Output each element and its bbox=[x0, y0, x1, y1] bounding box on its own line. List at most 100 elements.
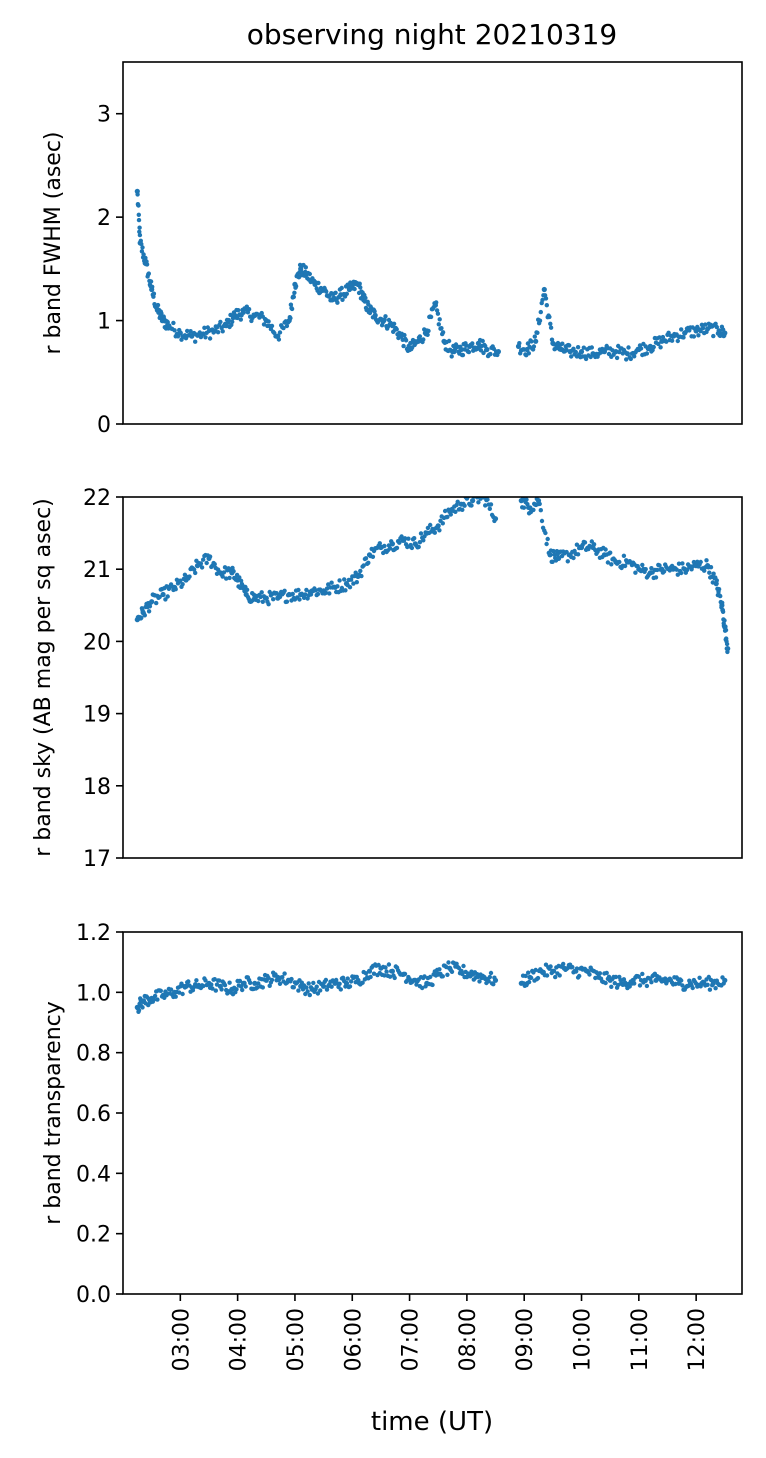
data-point bbox=[547, 314, 552, 320]
data-point bbox=[649, 980, 654, 985]
data-point bbox=[177, 330, 183, 336]
data-point bbox=[679, 327, 684, 332]
data-point bbox=[488, 351, 493, 357]
data-point bbox=[236, 308, 241, 313]
data-point bbox=[213, 988, 218, 993]
data-point bbox=[661, 569, 667, 574]
scatter-points bbox=[134, 497, 731, 655]
data-point bbox=[604, 970, 609, 976]
data-point bbox=[382, 543, 387, 549]
data-point bbox=[307, 271, 312, 277]
data-point bbox=[533, 338, 539, 344]
data-point bbox=[348, 577, 354, 582]
data-point bbox=[574, 966, 580, 971]
data-point bbox=[303, 592, 308, 597]
x-tick-label: 05:00 bbox=[284, 1308, 309, 1371]
data-point bbox=[180, 991, 185, 997]
data-point bbox=[402, 971, 408, 977]
x-axis-label: time (UT) bbox=[371, 1407, 493, 1437]
data-point bbox=[136, 1008, 142, 1013]
data-point bbox=[193, 570, 198, 576]
data-point bbox=[495, 349, 501, 355]
data-point bbox=[296, 587, 301, 593]
panels: 0 1 2 3 r band FWHM (asec) 17 18 19 20 21 22 r band… bbox=[31, 61, 743, 1308]
data-point bbox=[693, 328, 699, 334]
data-point bbox=[256, 598, 261, 604]
data-point bbox=[326, 582, 331, 587]
data-point bbox=[421, 538, 426, 543]
data-point bbox=[545, 536, 550, 542]
data-point bbox=[276, 337, 282, 342]
data-point bbox=[428, 974, 433, 980]
data-point bbox=[347, 585, 353, 590]
data-point bbox=[612, 981, 617, 986]
data-point bbox=[722, 977, 728, 983]
data-point bbox=[348, 979, 354, 984]
data-point bbox=[617, 559, 622, 565]
data-point bbox=[535, 975, 541, 981]
data-point bbox=[711, 333, 716, 339]
data-point bbox=[538, 309, 543, 315]
data-point bbox=[548, 964, 553, 969]
data-point bbox=[324, 586, 330, 591]
data-point bbox=[242, 980, 247, 986]
data-point bbox=[543, 296, 549, 301]
data-point bbox=[583, 356, 589, 362]
data-point bbox=[191, 567, 197, 572]
data-point bbox=[155, 997, 160, 1002]
data-point bbox=[622, 563, 628, 569]
data-point bbox=[577, 973, 582, 979]
x-axis: 03:00 04:00 05:00 06:00 07:00 08:00 09:00 10:00… bbox=[169, 1294, 710, 1371]
data-point bbox=[338, 987, 343, 992]
data-point bbox=[333, 290, 338, 295]
data-point bbox=[384, 969, 389, 974]
data-point bbox=[144, 262, 150, 267]
data-point bbox=[142, 613, 147, 618]
data-point bbox=[399, 534, 404, 539]
data-point bbox=[533, 967, 538, 973]
data-point bbox=[159, 311, 164, 316]
data-point bbox=[231, 569, 236, 574]
data-point bbox=[212, 977, 217, 982]
data-point bbox=[318, 988, 323, 993]
data-point bbox=[484, 346, 490, 353]
data-point bbox=[171, 320, 176, 326]
data-point bbox=[246, 307, 252, 312]
data-point bbox=[361, 563, 366, 568]
data-point bbox=[538, 508, 543, 513]
data-point bbox=[172, 328, 177, 333]
data-point bbox=[691, 334, 697, 339]
data-point bbox=[137, 229, 142, 234]
data-point bbox=[334, 977, 339, 983]
data-point bbox=[387, 974, 393, 979]
data-point bbox=[613, 974, 619, 980]
data-point bbox=[462, 503, 467, 508]
data-point bbox=[608, 550, 613, 555]
data-point bbox=[525, 341, 531, 346]
data-point bbox=[210, 986, 215, 991]
data-point bbox=[707, 570, 712, 575]
data-point bbox=[154, 600, 159, 606]
data-point bbox=[483, 503, 488, 508]
data-point bbox=[702, 568, 707, 573]
data-point bbox=[526, 970, 531, 975]
data-point bbox=[222, 983, 228, 988]
data-point bbox=[445, 972, 450, 977]
data-point bbox=[547, 552, 553, 558]
data-point bbox=[564, 549, 569, 555]
data-point bbox=[217, 978, 222, 983]
data-point bbox=[626, 345, 631, 350]
data-point bbox=[377, 541, 382, 546]
data-point bbox=[486, 979, 491, 984]
data-point bbox=[397, 540, 402, 545]
data-point bbox=[531, 507, 536, 513]
data-point bbox=[266, 602, 271, 607]
data-point bbox=[407, 977, 412, 982]
data-point bbox=[183, 983, 189, 989]
data-point bbox=[146, 609, 152, 614]
data-point bbox=[550, 559, 555, 564]
data-point bbox=[412, 536, 417, 541]
data-point bbox=[401, 343, 406, 349]
data-point bbox=[551, 548, 556, 554]
data-point bbox=[640, 562, 645, 568]
